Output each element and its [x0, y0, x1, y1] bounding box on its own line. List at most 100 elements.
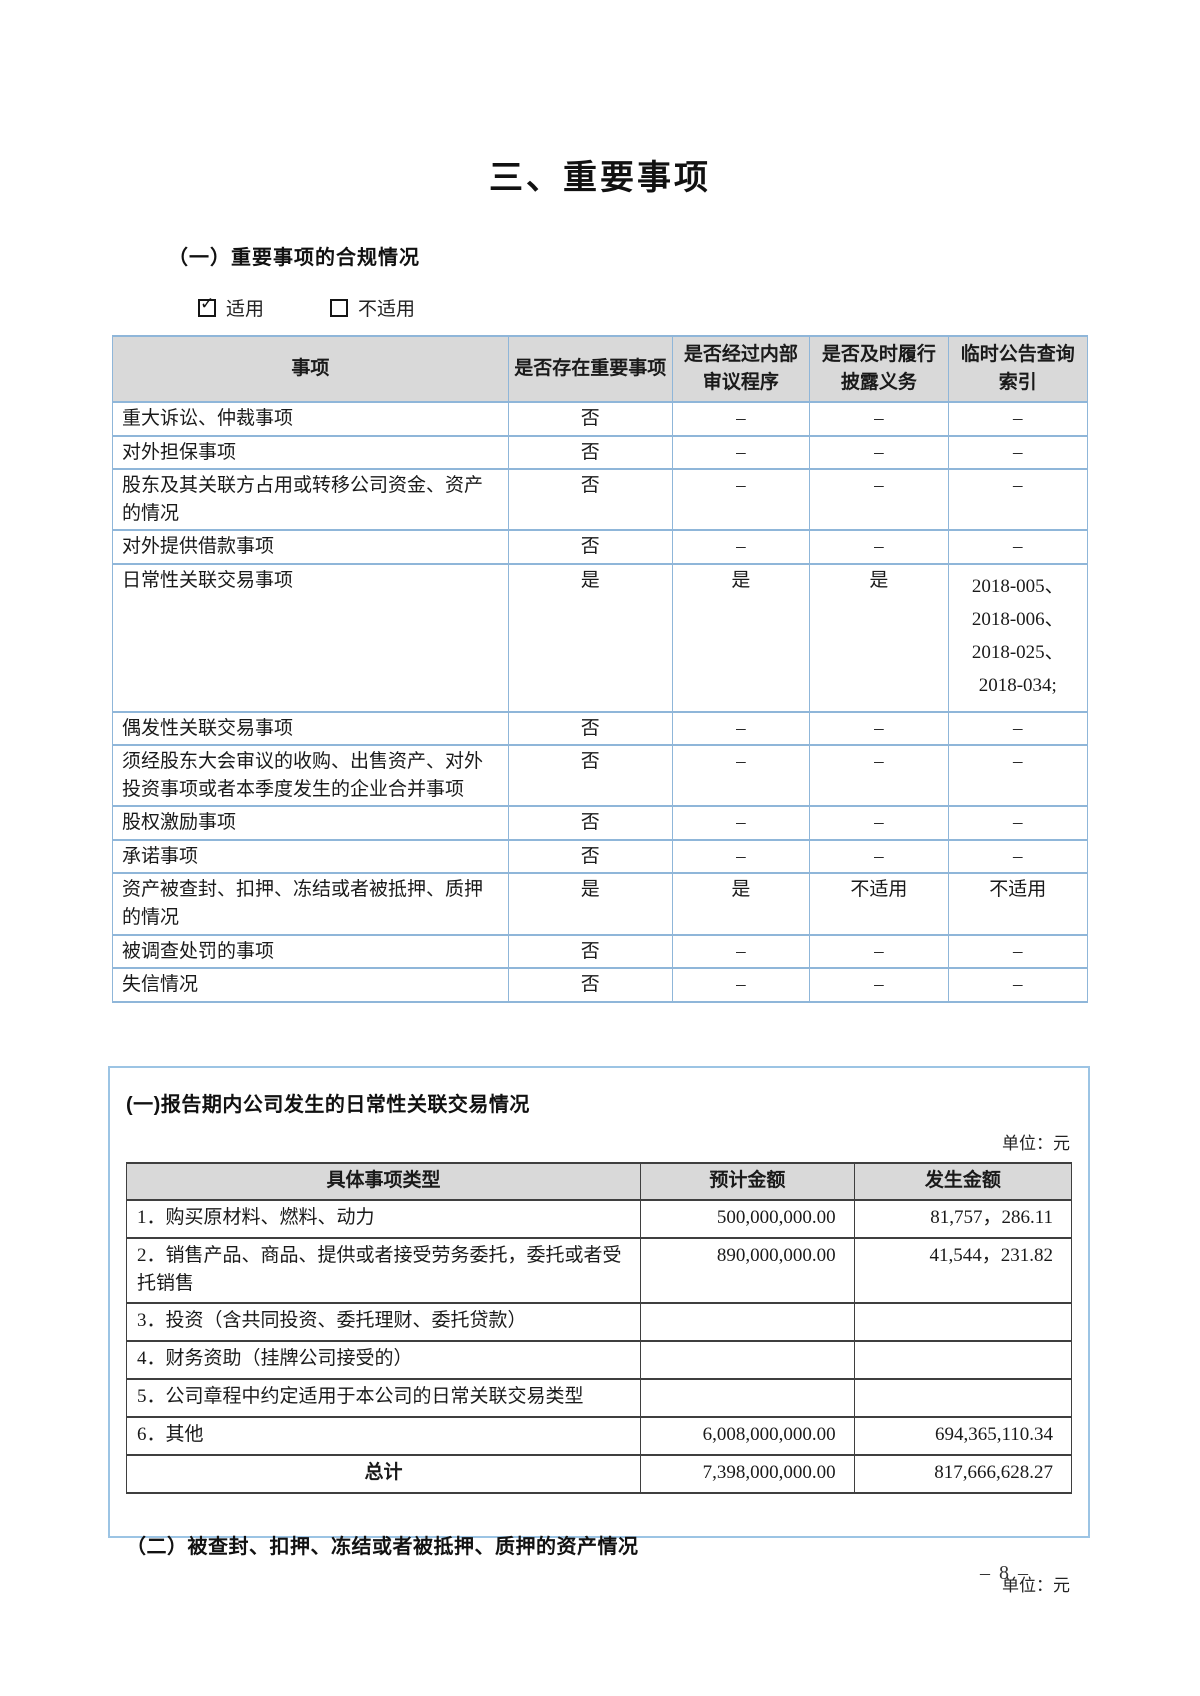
table-cell: – [947, 805, 1089, 841]
table-cell: – [809, 744, 949, 808]
table-cell: 41,544，231.82 [853, 1236, 1073, 1304]
column-header: 事项 [112, 335, 509, 403]
table-cell: 偶发性关联交易事项 [112, 710, 509, 747]
table-cell: – [809, 468, 949, 532]
table-cell: 是 [507, 562, 673, 713]
table-cell: 否 [507, 401, 673, 437]
table-cell: 2018-005、 2018-006、 2018-025、 2018-034; [947, 562, 1089, 713]
table-row: 承诺事项否 – – – [112, 838, 1089, 875]
table-cell: – [671, 933, 811, 970]
unit-label: 单位：元 [1002, 1134, 1070, 1153]
table-cell: 否 [507, 468, 673, 532]
table-row: 1．购买原材料、燃料、动力 500,000,000.00 81,757，286.11 [125, 1198, 1073, 1239]
table-row: 4．财务资助（挂牌公司接受的） [125, 1339, 1073, 1380]
column-header: 临时公告查询索引 [947, 335, 1089, 403]
checked-checkbox-icon[interactable]: ✓ [198, 294, 216, 317]
table-cell: – [947, 933, 1089, 970]
table-cell: 承诺事项 [112, 838, 509, 875]
table-cell: 是 [671, 872, 811, 936]
table-cell: 7,398,000,000.00 [640, 1453, 855, 1494]
table-cell: – [671, 710, 811, 747]
table-cell: – [671, 744, 811, 808]
table-cell: 500,000,000.00 [640, 1198, 855, 1239]
table-cell: – [671, 805, 811, 841]
table-row: 对外提供借款事项否 – – – [112, 529, 1089, 565]
table-cell: 失信情况 [112, 967, 509, 1003]
table-cell: 是 [507, 872, 673, 936]
table-cell: 3．投资（含共同投资、委托理财、委托贷款） [125, 1301, 642, 1342]
table-cell: 对外提供借款事项 [112, 529, 509, 565]
table-row: 总计 7,398,000,000.00 817,666,628.27 [125, 1453, 1073, 1494]
table-cell: – [809, 933, 949, 970]
table-cell: 是 [809, 562, 949, 713]
compliance-section-heading: （一）重要事项的合规情况 [168, 247, 420, 269]
column-header: 具体事项类型 [125, 1162, 642, 1201]
table-cell: – [671, 529, 811, 565]
table-cell: 81,757，286.11 [853, 1198, 1073, 1239]
related-transactions-table: 具体事项类型 预计金额 发生金额 1．购买原材料、燃料、动力 500,000,000.… [125, 1162, 1073, 1494]
related-transactions-heading: (一)报告期内公司发生的日常性关联交易情况 [126, 1094, 530, 1116]
table-cell: – [671, 468, 811, 532]
table-cell: 817,666,628.27 [853, 1453, 1073, 1494]
table-row: 2．销售产品、商品、提供或者接受劳务委托，委托或者受托销售 890,000,000… [125, 1236, 1073, 1304]
unchecked-checkbox-icon[interactable] [330, 298, 349, 317]
option-applicable[interactable]: ✓ 适用 [198, 294, 264, 321]
table-cell: 重大诉讼、仲裁事项 [112, 401, 509, 437]
column-header: 预计金额 [640, 1162, 855, 1201]
table-cell: – [671, 967, 811, 1003]
table-cell: – [947, 744, 1089, 808]
compliance-table: 事项 是否存在重要事项 是否经过内部审议程序 是否及时履行披露义务 临时公告查询索引 重… [112, 335, 1089, 1003]
pledged-assets-heading: （二）被查封、扣押、冻结或者被抵押、质押的资产情况 [126, 1535, 639, 1558]
table-cell: 股东及其关联方占用或转移公司资金、资产的情况 [112, 468, 509, 532]
table-cell: 须经股东大会审议的收购、出售资产、对外投资事项或者本季度发生的企业合并事项 [112, 744, 509, 808]
table-cell: 否 [507, 529, 673, 565]
table-cell: – [809, 529, 949, 565]
applicability-options: ✓ 适用 不适用 [198, 294, 1200, 321]
table-cell: 总计 [125, 1453, 642, 1494]
table-cell: 否 [507, 805, 673, 841]
table-cell [853, 1339, 1073, 1380]
column-header: 是否经过内部审议程序 [671, 335, 811, 403]
table-cell: 2．销售产品、商品、提供或者接受劳务委托，委托或者受托销售 [125, 1236, 642, 1304]
table-cell: – [809, 967, 949, 1003]
table-cell: – [671, 434, 811, 471]
column-header: 发生金额 [853, 1162, 1073, 1201]
related-transactions-box: (一)报告期内公司发生的日常性关联交易情况 单位：元 具体事项类型 预计金额 发生金… [108, 1066, 1090, 1595]
table-cell: – [947, 434, 1089, 471]
table-row: 偶发性关联交易事项否 – – – [112, 710, 1089, 747]
table-cell: – [671, 401, 811, 437]
table-row: 6．其他 6,008,000,000.00 694,365,110.34 [125, 1415, 1073, 1456]
table-cell [853, 1377, 1073, 1418]
table-cell [640, 1339, 855, 1380]
table-cell: 日常性关联交易事项 [112, 562, 509, 713]
table-cell: 6．其他 [125, 1415, 642, 1456]
table-cell: – [947, 967, 1089, 1003]
table-row: 对外担保事项否 – – – [112, 434, 1089, 471]
table-cell: 不适用 [809, 872, 949, 936]
table-cell: – [947, 468, 1089, 532]
table-cell [640, 1377, 855, 1418]
table-cell [640, 1301, 855, 1342]
table-cell: 股权激励事项 [112, 805, 509, 841]
table-cell: – [671, 838, 811, 875]
table-cell: 否 [507, 710, 673, 747]
table-cell: – [809, 434, 949, 471]
table-row: 失信情况否 – – – [112, 967, 1089, 1003]
table-cell: – [809, 401, 949, 437]
table-cell: – [947, 401, 1089, 437]
table-cell: 对外担保事项 [112, 434, 509, 471]
table-row: 5．公司章程中约定适用于本公司的日常关联交易类型 [125, 1377, 1073, 1418]
table-cell: – [809, 838, 949, 875]
table-cell: 1．购买原材料、燃料、动力 [125, 1198, 642, 1239]
option-not-applicable[interactable]: 不适用 [330, 294, 415, 321]
table-cell: 否 [507, 967, 673, 1003]
table-row: 须经股东大会审议的收购、出售资产、对外投资事项或者本季度发生的企业合并事项否 – –… [112, 744, 1089, 808]
table-cell: 否 [507, 933, 673, 970]
table-row: 股权激励事项否 – – – [112, 805, 1089, 841]
option-applicable-label: 适用 [226, 299, 265, 320]
column-header: 是否存在重要事项 [507, 335, 673, 403]
compliance-table-header-row: 事项 是否存在重要事项 是否经过内部审议程序 是否及时履行披露义务 临时公告查询索引 [112, 335, 1089, 403]
table-cell: 4．财务资助（挂牌公司接受的） [125, 1339, 642, 1380]
table-cell: – [947, 710, 1089, 747]
table-row: 重大诉讼、仲裁事项否 – – – [112, 401, 1089, 437]
